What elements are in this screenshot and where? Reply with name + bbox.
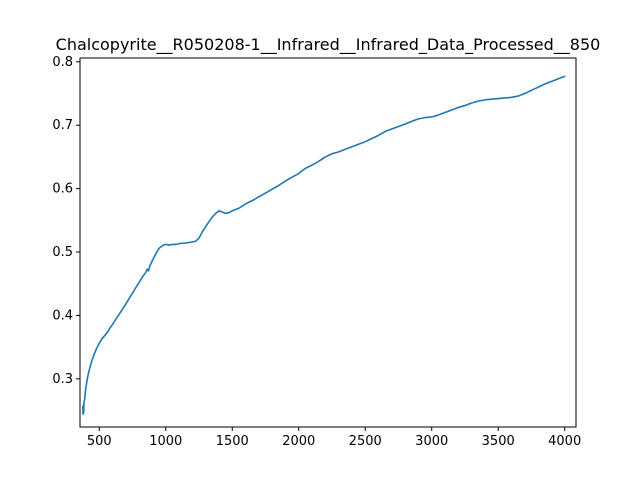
series-line <box>81 75 566 416</box>
x-tick-label: 2000 <box>282 434 315 449</box>
chart-title: Chalcopyrite__R050208-1__Infrared__Infra… <box>56 35 601 55</box>
x-tick-label: 3000 <box>415 434 448 449</box>
y-tick-label: 0.6 <box>52 182 73 197</box>
ticks-layer: 500 1000 1500 2000 2500 3000 3500 4000 0.3 0.4 0.5… <box>52 55 581 449</box>
y-tick-label: 0.3 <box>52 372 73 387</box>
x-tick-label: 4000 <box>548 434 581 449</box>
x-tick-label: 3500 <box>482 434 515 449</box>
x-tick-label: 1000 <box>149 434 182 449</box>
y-tick-label: 0.8 <box>52 55 73 70</box>
x-tick-label: 2500 <box>349 434 382 449</box>
y-tick-label: 0.7 <box>52 118 73 133</box>
plot-frame <box>79 57 577 428</box>
y-tick-label: 0.5 <box>52 245 73 260</box>
y-tick-label: 0.4 <box>52 308 73 323</box>
x-tick-label: 1500 <box>216 434 249 449</box>
x-tick-label: 500 <box>87 434 112 449</box>
